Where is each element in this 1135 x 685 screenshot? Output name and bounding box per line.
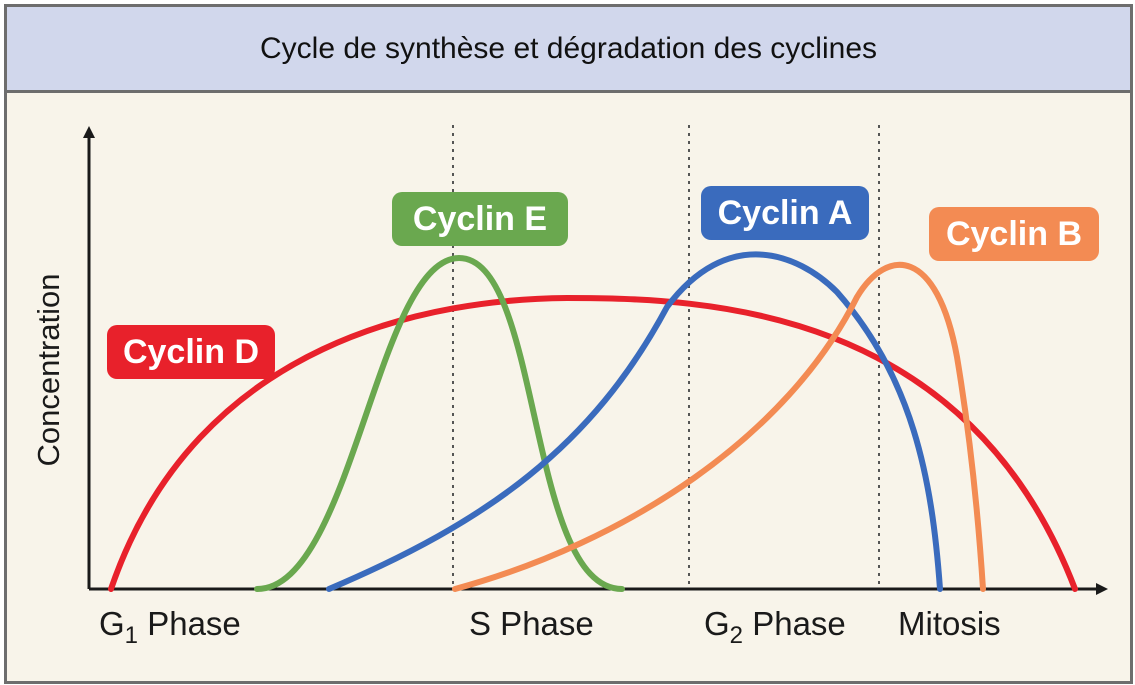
series-label-cyclin-e: Cyclin E bbox=[413, 200, 547, 238]
series-line-cyclin-d bbox=[108, 294, 1078, 592]
series-line-cyclin-e bbox=[254, 254, 625, 592]
phase-label-mitosis: Mitosis bbox=[898, 605, 1001, 642]
series-line-cyclin-a bbox=[326, 251, 943, 592]
series-label-cyclin-a: Cyclin A bbox=[718, 194, 853, 232]
phase-label-g1: G1 Phase bbox=[99, 605, 241, 649]
legend-item-cyclin-a: Cyclin A bbox=[701, 186, 869, 240]
phase-label-s: S Phase bbox=[469, 605, 594, 642]
series-label-box-cyclin-e bbox=[392, 192, 568, 246]
legend-item-cyclin-e: Cyclin E bbox=[392, 192, 568, 246]
chart-plot: Cyclin E Cyclin A Cyclin B Cyclin D Conc… bbox=[31, 125, 1108, 649]
series-line-cyclin-b bbox=[452, 261, 986, 592]
legend-item-cyclin-b: Cyclin B bbox=[929, 207, 1099, 261]
series-label-cyclin-d: Cyclin D bbox=[123, 333, 259, 371]
figure-frame: Cycle de synthèse et dégradation des cyc… bbox=[4, 4, 1133, 684]
series-label-box-cyclin-a bbox=[701, 186, 869, 240]
series-label-box-cyclin-d bbox=[107, 325, 275, 379]
legend-item-cyclin-d: Cyclin D bbox=[107, 325, 275, 379]
chart-title: Cycle de synthèse et dégradation des cyc… bbox=[259, 31, 878, 65]
phase-label-g2: G2 Phase bbox=[704, 605, 846, 649]
series-label-box-cyclin-b bbox=[929, 207, 1099, 261]
series-label-cyclin-b: Cyclin B bbox=[946, 215, 1082, 253]
y-axis-label: Concentration bbox=[31, 273, 66, 466]
title-bar: Cycle de synthèse et dégradation des cyc… bbox=[7, 7, 1130, 93]
